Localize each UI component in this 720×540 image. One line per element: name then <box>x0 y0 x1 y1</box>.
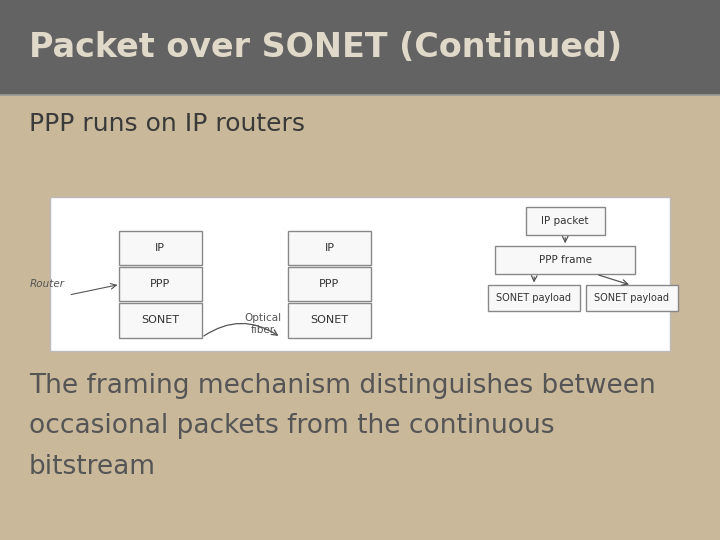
Text: PPP runs on IP routers: PPP runs on IP routers <box>29 112 305 136</box>
Text: SONET payload: SONET payload <box>496 293 572 303</box>
Bar <box>495 246 636 274</box>
Text: SONET payload: SONET payload <box>594 293 670 303</box>
Bar <box>119 303 202 338</box>
Text: IP packet: IP packet <box>541 216 589 226</box>
Text: PPP: PPP <box>150 279 171 289</box>
Bar <box>586 286 678 312</box>
Text: Optical
fiber: Optical fiber <box>244 313 282 335</box>
Text: IP: IP <box>325 243 334 253</box>
Text: SONET: SONET <box>310 315 348 326</box>
Text: Router: Router <box>30 279 65 289</box>
Bar <box>526 207 605 235</box>
Text: The framing mechanism distinguishes between: The framing mechanism distinguishes betw… <box>29 373 655 399</box>
Text: occasional packets from the continuous: occasional packets from the continuous <box>29 413 554 439</box>
Bar <box>50 197 670 351</box>
Bar <box>288 303 371 338</box>
Text: IP: IP <box>156 243 165 253</box>
Bar <box>288 231 371 265</box>
Bar <box>488 286 580 312</box>
Text: SONET: SONET <box>141 315 179 326</box>
Text: PPP frame: PPP frame <box>539 255 592 265</box>
Text: Packet over SONET (Continued): Packet over SONET (Continued) <box>29 31 622 64</box>
Text: bitstream: bitstream <box>29 454 156 480</box>
Bar <box>288 267 371 301</box>
Text: PPP: PPP <box>319 279 340 289</box>
Bar <box>119 267 202 301</box>
Bar <box>0 0 720 94</box>
Bar <box>119 231 202 265</box>
